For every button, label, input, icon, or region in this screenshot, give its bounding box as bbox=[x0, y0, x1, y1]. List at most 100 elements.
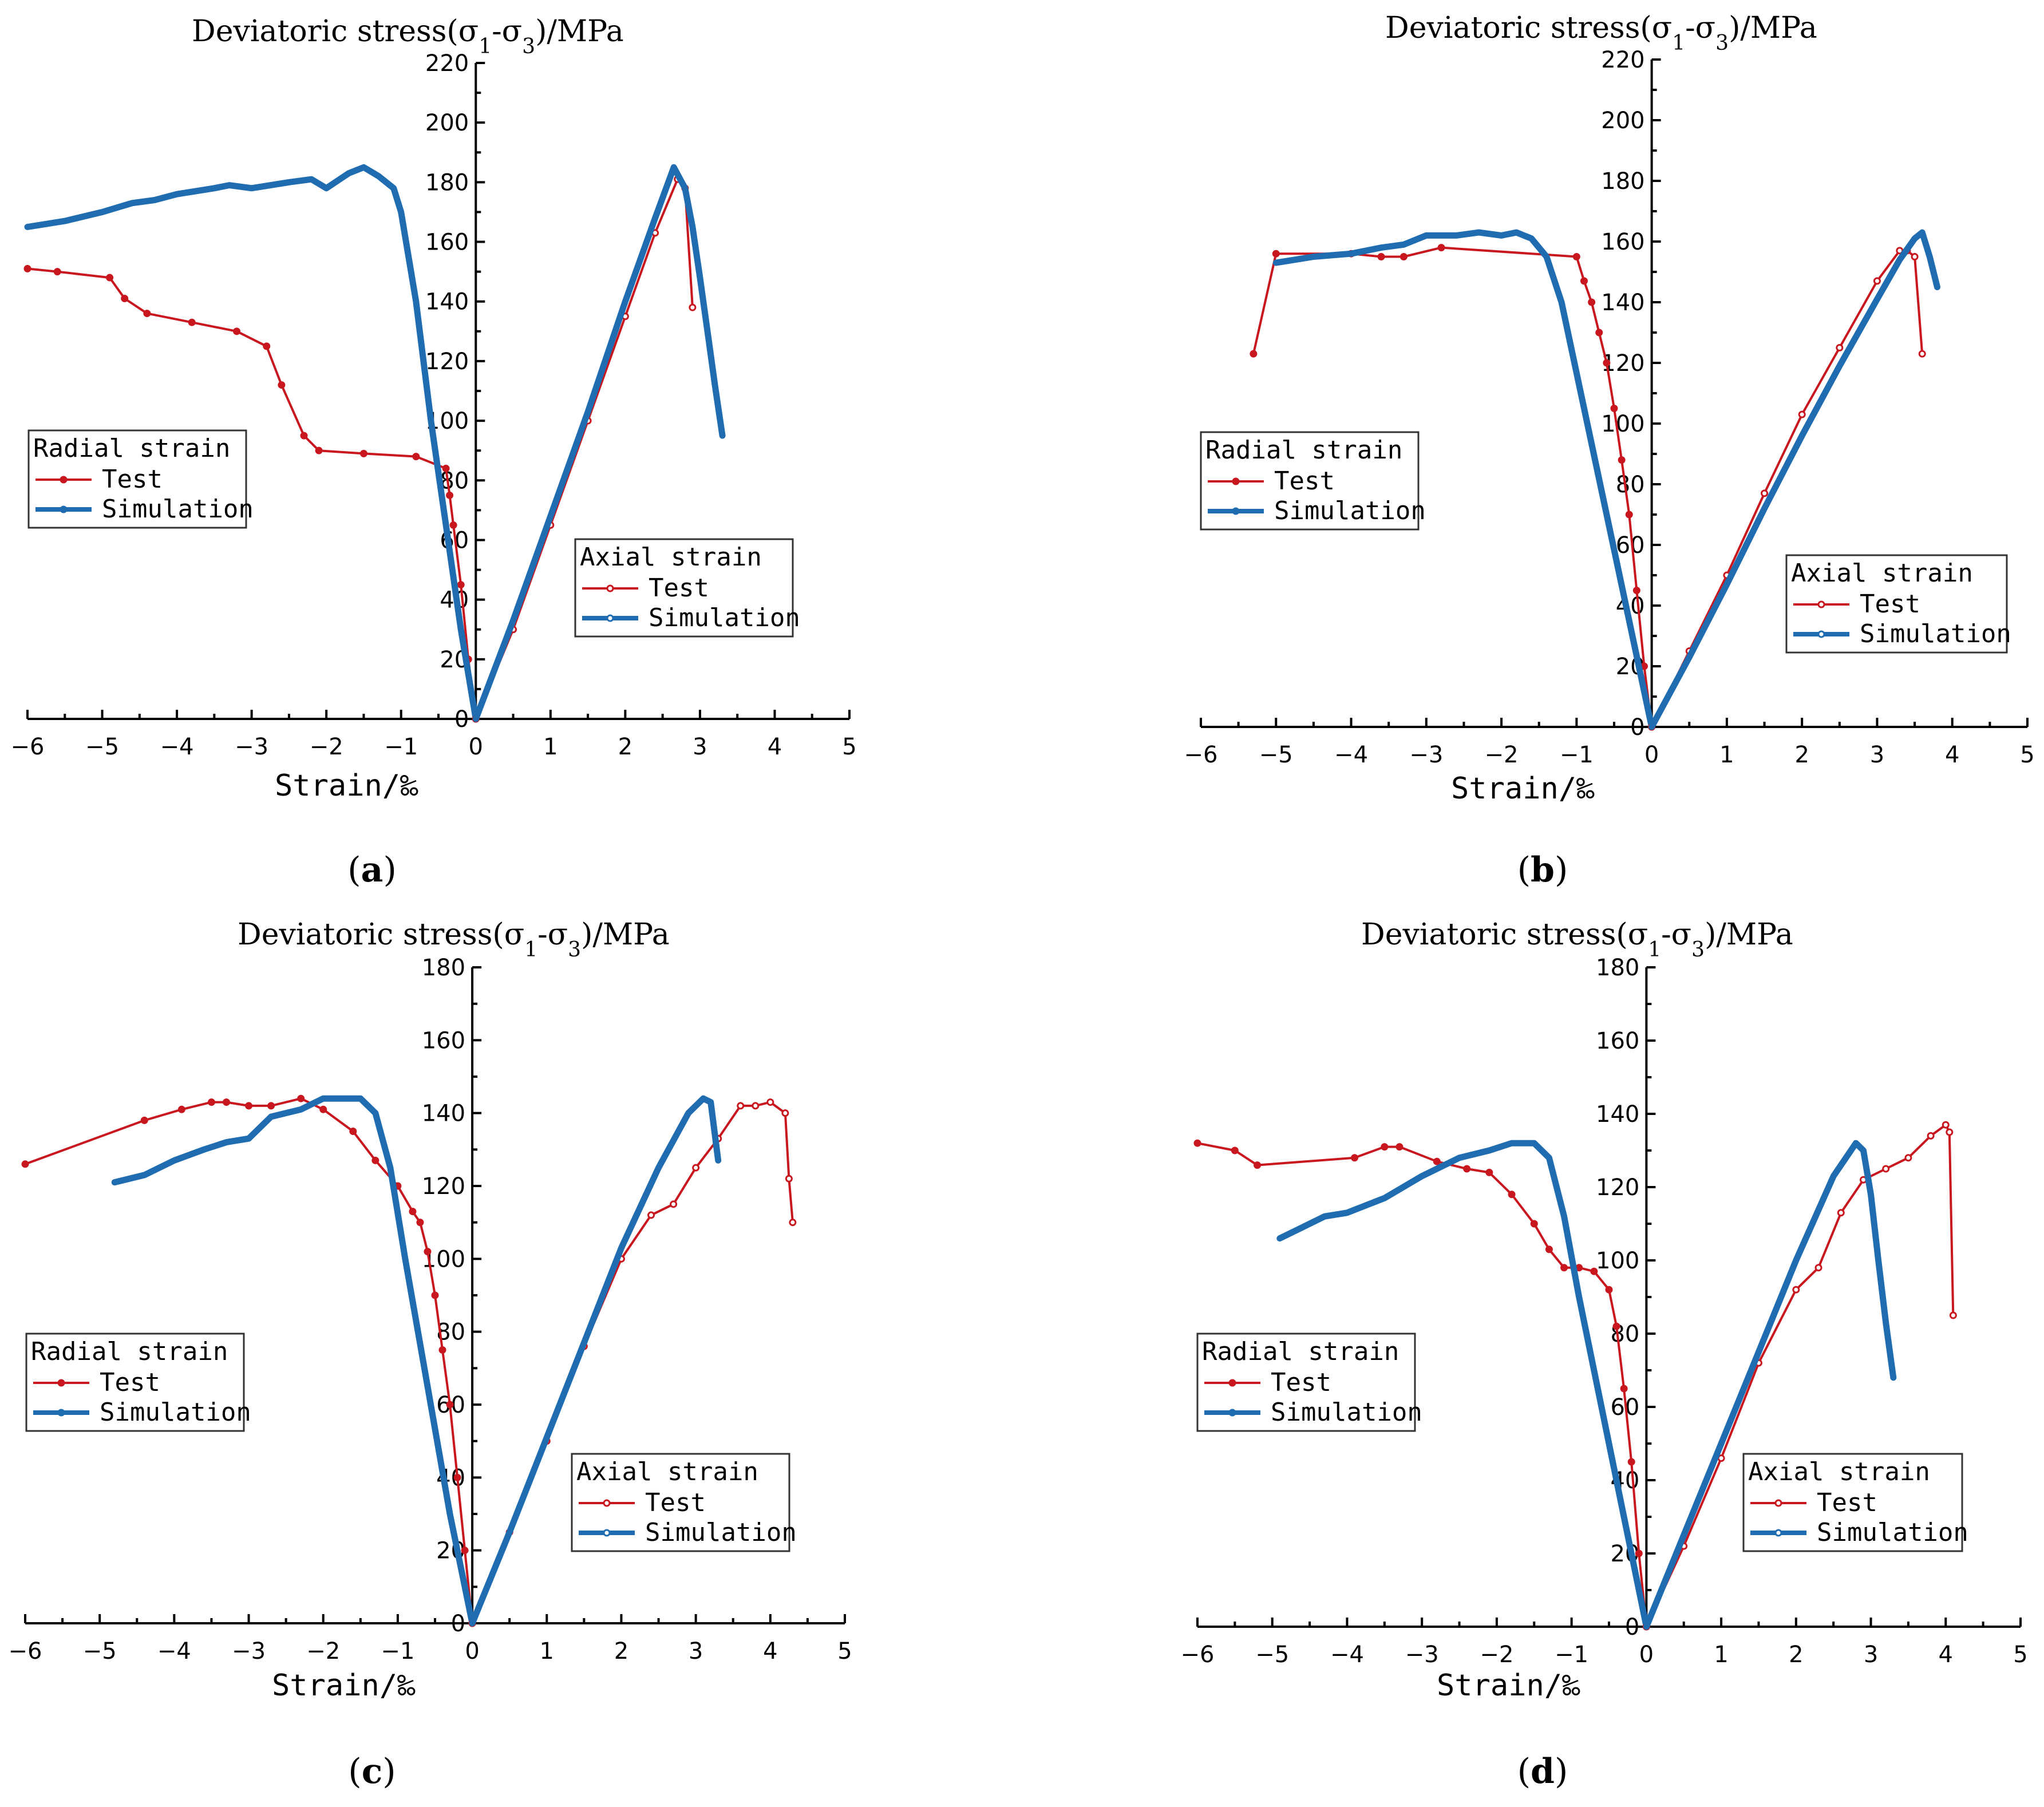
data-point bbox=[315, 446, 323, 454]
y-tick-label: 160 bbox=[422, 1027, 465, 1054]
y-tick-label: 100 bbox=[1601, 411, 1644, 437]
data-point bbox=[1625, 511, 1633, 519]
legend-title: Radial strain bbox=[1202, 1337, 1399, 1366]
data-point bbox=[319, 1105, 327, 1113]
legend-marker bbox=[1774, 1499, 1782, 1507]
data-point bbox=[1530, 1220, 1538, 1228]
chart-panel-d: Deviatoric stress(σ1-σ3)/MPa −6 −5 −4 −3 −2 −1… bbox=[1181, 918, 2028, 1792]
y-tick-label: 0 bbox=[1630, 714, 1644, 741]
data-point bbox=[1612, 1322, 1620, 1330]
y-tick-label: 220 bbox=[425, 50, 469, 77]
x-axis-label: Strain/‰ bbox=[1451, 772, 1595, 806]
chart-panel-c: Deviatoric stress(σ1-σ3)/MPa −6 −5 −4 −3 −2 −1… bbox=[9, 918, 852, 1792]
data-point bbox=[1610, 405, 1618, 412]
y-tick-label: 80 bbox=[440, 468, 469, 494]
x-tick-label: 3 bbox=[1864, 1642, 1878, 1668]
data-point bbox=[371, 1156, 379, 1164]
data-point bbox=[781, 1109, 789, 1117]
data-point bbox=[1904, 1154, 1912, 1162]
data-point bbox=[647, 1211, 655, 1219]
x-tick-label: −6 bbox=[1184, 742, 1218, 768]
x-tick-label: −3 bbox=[232, 1638, 266, 1664]
data-point bbox=[449, 521, 457, 529]
data-point bbox=[222, 1098, 230, 1106]
legend-label-test: Test bbox=[649, 574, 709, 603]
x-tick-label: −3 bbox=[235, 734, 268, 760]
x-axis-label: Strain/‰ bbox=[275, 769, 418, 803]
data-point bbox=[106, 274, 114, 282]
data-point bbox=[267, 1102, 275, 1110]
data-point bbox=[409, 1208, 417, 1216]
x-axis-label: Strain/‰ bbox=[272, 1668, 416, 1703]
data-point bbox=[461, 1547, 469, 1555]
x-tick-label: −2 bbox=[1485, 742, 1519, 768]
data-point bbox=[692, 1164, 700, 1172]
y-tick-label: 80 bbox=[1616, 472, 1645, 498]
y-tick-label: 140 bbox=[425, 289, 469, 315]
panel-label: (c) bbox=[348, 1751, 396, 1792]
legend-marker bbox=[1817, 600, 1825, 608]
data-point bbox=[207, 1098, 215, 1106]
legend-marker bbox=[60, 476, 68, 484]
legend-marker bbox=[603, 1529, 611, 1537]
data-point bbox=[1395, 1143, 1403, 1151]
x-tick-label: −1 bbox=[1560, 742, 1594, 768]
y-tick-label: 180 bbox=[425, 169, 469, 196]
x-tick-label: 1 bbox=[543, 734, 558, 760]
data-point bbox=[233, 327, 241, 335]
chart-title: Deviatoric stress(σ1-σ3)/MPa bbox=[1385, 11, 1817, 55]
data-point bbox=[1949, 1311, 1957, 1319]
y-tick-label: 120 bbox=[422, 1173, 465, 1200]
y-tick-label: 200 bbox=[1601, 108, 1644, 134]
data-point bbox=[245, 1102, 253, 1110]
data-point bbox=[188, 318, 196, 326]
data-point bbox=[1761, 489, 1769, 497]
legend-title: Radial strain bbox=[1205, 436, 1402, 465]
data-point bbox=[278, 381, 286, 389]
data-point bbox=[21, 1160, 29, 1168]
series-line-radial-simulation bbox=[1276, 1140, 1650, 1630]
data-point bbox=[1603, 359, 1611, 367]
chart-panel-b: Deviatoric stress(σ1-σ3)/MPa −6 −5 −4 −3 −2 −1… bbox=[1184, 11, 2035, 890]
x-tick-label: 0 bbox=[1644, 742, 1659, 768]
data-point bbox=[670, 1200, 678, 1208]
data-point bbox=[1873, 277, 1881, 285]
data-point bbox=[1250, 350, 1258, 358]
data-point bbox=[1437, 244, 1445, 252]
x-tick-label: 5 bbox=[2020, 742, 2034, 768]
data-point bbox=[1946, 1128, 1954, 1136]
data-point bbox=[23, 264, 31, 272]
legend-marker bbox=[606, 584, 614, 592]
legend-label-test: Test bbox=[1271, 1368, 1331, 1397]
data-point bbox=[737, 1102, 745, 1110]
y-tick-label: 0 bbox=[451, 1611, 465, 1637]
data-point bbox=[431, 1291, 439, 1299]
legend-label-simulation: Simulation bbox=[1817, 1518, 1968, 1547]
data-point bbox=[1231, 1146, 1239, 1154]
data-point bbox=[412, 453, 420, 461]
data-point bbox=[1351, 1154, 1359, 1162]
data-point bbox=[359, 449, 367, 457]
legend-label-test: Test bbox=[1860, 590, 1920, 619]
series-line-axial-simulation bbox=[472, 164, 726, 722]
legend-title: Axial strain bbox=[1791, 559, 1973, 588]
y-tick-label: 160 bbox=[425, 230, 469, 256]
data-point bbox=[143, 310, 151, 318]
x-tick-label: −5 bbox=[1259, 742, 1293, 768]
x-tick-label: 1 bbox=[1714, 1642, 1728, 1668]
x-tick-label: −4 bbox=[1330, 1642, 1364, 1668]
x-tick-label: −3 bbox=[1409, 742, 1443, 768]
legend-label-test: Test bbox=[645, 1488, 706, 1517]
legend-marker bbox=[1774, 1529, 1782, 1537]
data-point bbox=[1918, 350, 1926, 358]
x-tick-label: 2 bbox=[1794, 742, 1809, 768]
data-point bbox=[1618, 456, 1626, 464]
x-tick-label: −6 bbox=[9, 1638, 42, 1664]
series-line-radial-simulation bbox=[24, 164, 479, 722]
